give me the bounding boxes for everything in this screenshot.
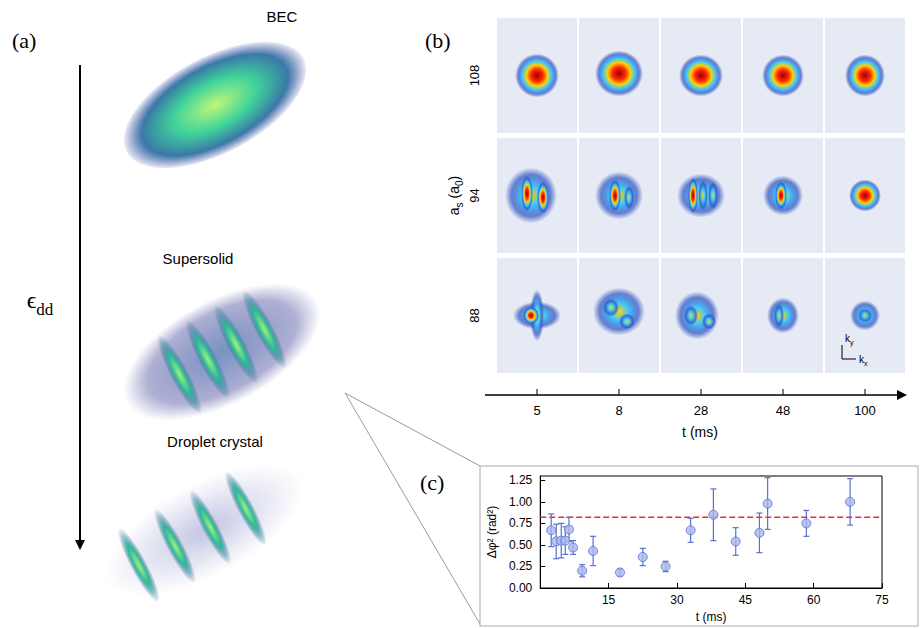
- svg-text:108: 108: [467, 65, 482, 87]
- svg-text:94: 94: [467, 188, 482, 202]
- svg-text:0.25: 0.25: [509, 559, 533, 573]
- svg-text:48: 48: [776, 403, 790, 418]
- svg-text:Supersolid: Supersolid: [163, 250, 234, 267]
- svg-text:0.75: 0.75: [509, 516, 533, 530]
- svg-text:BEC: BEC: [267, 8, 298, 25]
- svg-text:as (a0): as (a0): [446, 176, 465, 215]
- svg-text:Δφ² (rad²): Δφ² (rad²): [485, 506, 499, 558]
- svg-text:(c): (c): [420, 470, 444, 495]
- svg-text:ky: ky: [845, 333, 854, 347]
- svg-text:28: 28: [694, 403, 708, 418]
- svg-text:t (ms): t (ms): [682, 424, 718, 440]
- svg-text:5: 5: [533, 403, 540, 418]
- svg-text:Droplet crystal: Droplet crystal: [167, 433, 263, 450]
- svg-text:100: 100: [854, 403, 876, 418]
- svg-text:0.00: 0.00: [509, 581, 533, 595]
- svg-text:45: 45: [739, 593, 753, 607]
- svg-text:75: 75: [875, 593, 889, 607]
- svg-text:(a): (a): [12, 28, 36, 53]
- svg-text:ϵdd: ϵdd: [27, 287, 54, 319]
- svg-text:88: 88: [467, 308, 482, 322]
- svg-text:0.50: 0.50: [509, 538, 533, 552]
- svg-text:1.25: 1.25: [509, 473, 533, 487]
- svg-text:kx: kx: [859, 354, 868, 367]
- svg-text:15: 15: [602, 593, 616, 607]
- svg-text:(b): (b): [425, 28, 451, 53]
- svg-text:1.00: 1.00: [509, 495, 533, 509]
- svg-text:8: 8: [615, 403, 622, 418]
- svg-text:t (ms): t (ms): [696, 610, 727, 624]
- svg-text:60: 60: [807, 593, 821, 607]
- svg-text:30: 30: [670, 593, 684, 607]
